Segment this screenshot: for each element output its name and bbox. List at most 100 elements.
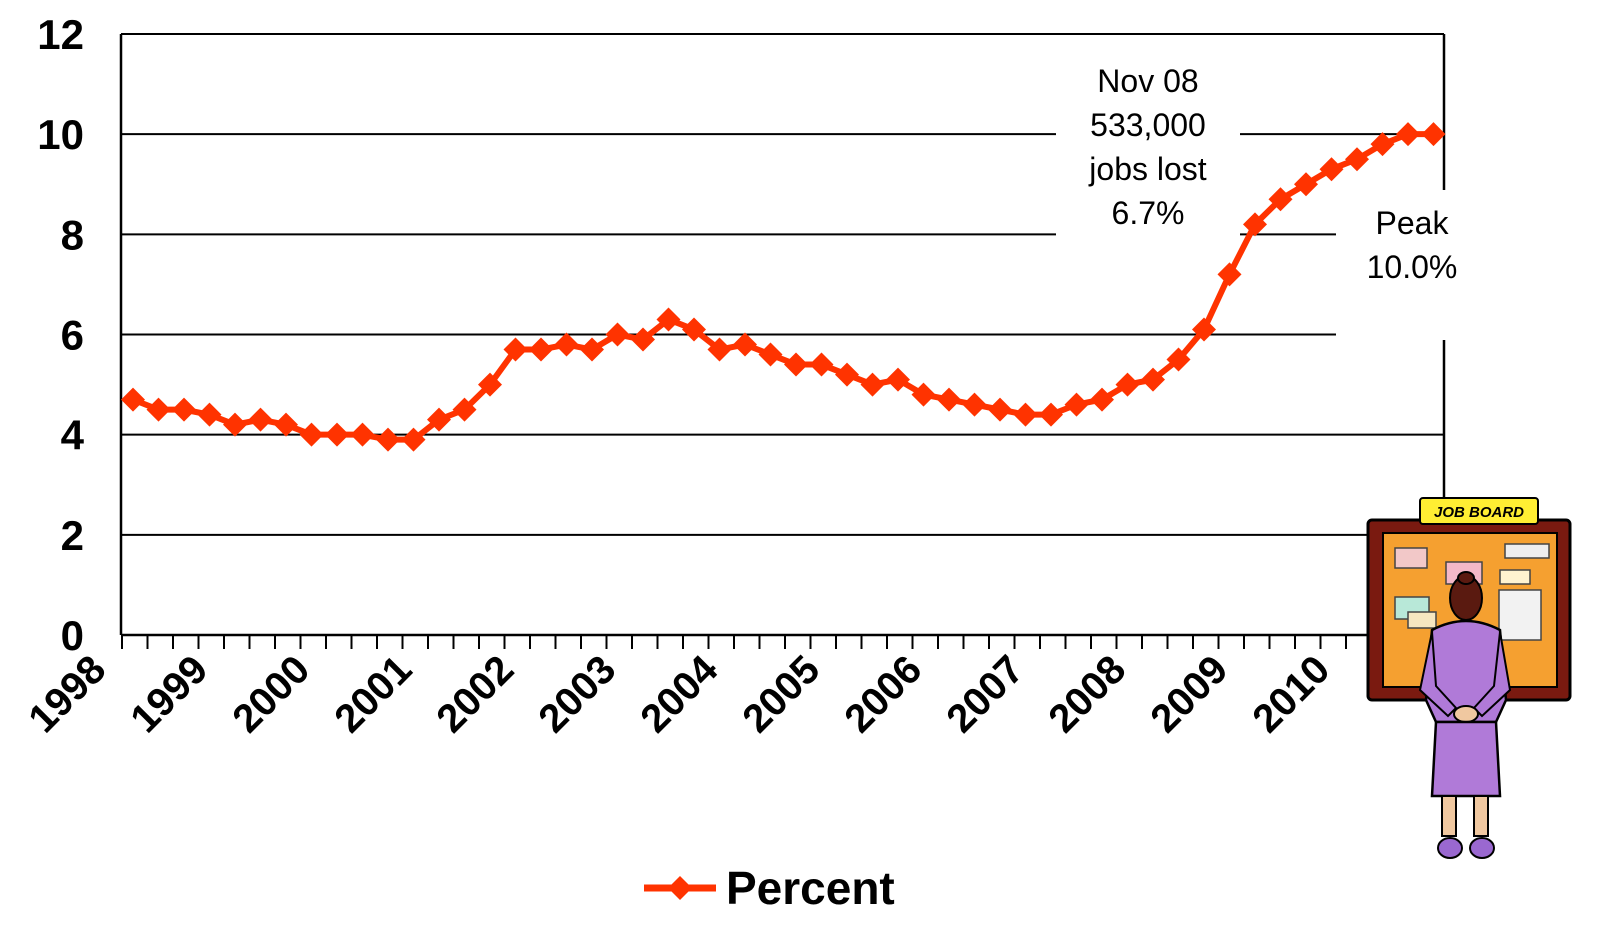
data-point: [860, 372, 885, 397]
data-point: [784, 352, 808, 377]
x-tick-label: 2010: [1244, 647, 1338, 741]
data-point: [452, 397, 477, 422]
board-sign-text: JOB BOARD: [1434, 504, 1524, 521]
x-tick-label: 2006: [836, 647, 930, 741]
note-paper: [1407, 611, 1437, 629]
data-point: [886, 367, 910, 392]
annotation-backdrop: [1336, 190, 1444, 340]
y-tick-label: 6: [61, 312, 84, 359]
job-board-woman-illustration: JOB BOARD: [1366, 497, 1572, 859]
woman-skirt: [1430, 720, 1502, 798]
data-point: [733, 332, 757, 357]
data-point: [1166, 347, 1191, 372]
woman-hair-bun: [1457, 571, 1475, 585]
data-point: [299, 422, 324, 447]
data-point: [1141, 367, 1165, 392]
data-point: [1319, 157, 1344, 182]
y-tick-labels: 0 2 4 6 8 10 12: [37, 11, 84, 659]
data-point: [1370, 132, 1395, 157]
gridlines: [121, 33, 1444, 536]
annotation-line: Peak: [1376, 205, 1450, 241]
y-tick-label: 12: [37, 11, 84, 58]
annotation-line: 6.7%: [1112, 195, 1185, 231]
data-point: [223, 412, 247, 437]
data-point: [911, 382, 936, 407]
data-point: [1064, 392, 1089, 417]
data-point: [1421, 122, 1446, 147]
legend: Percent: [644, 862, 895, 914]
x-tick-label: 1999: [122, 647, 216, 741]
woman-shoe: [1437, 837, 1463, 859]
axes: [119, 34, 1446, 637]
y-tick-label: 4: [61, 412, 85, 459]
x-tick-label: 2008: [1040, 647, 1134, 741]
data-point: [1294, 172, 1318, 197]
legend-marker: [668, 876, 692, 900]
data-point: [401, 427, 426, 452]
note-paper: [1499, 569, 1531, 585]
data-point: [1039, 402, 1063, 427]
data-point: [554, 332, 579, 357]
y-tick-label: 0: [61, 612, 84, 659]
x-tick-label: 2002: [428, 647, 522, 741]
note-paper: [1504, 543, 1550, 559]
x-tick-label: 2005: [734, 647, 828, 741]
data-point: [809, 352, 834, 377]
annotation-line: Nov 08: [1097, 63, 1198, 99]
y-tick-label: 8: [61, 211, 84, 258]
data-point: [350, 422, 375, 447]
x-tick-label: 2001: [326, 647, 420, 741]
woman-leg: [1473, 795, 1489, 837]
x-tick-label: 2009: [1142, 647, 1236, 741]
data-point: [758, 342, 783, 367]
woman-left-arm: [1418, 631, 1458, 718]
data-point: [529, 337, 553, 362]
data-point: [197, 402, 222, 427]
woman-hands: [1453, 705, 1479, 723]
data-point: [1115, 372, 1140, 397]
data-point: [146, 397, 171, 422]
annotation-peak: Peak 10.0%: [1367, 205, 1458, 285]
x-tick-label: 2007: [938, 647, 1032, 741]
data-point: [1268, 187, 1293, 212]
annotation-line: 533,000: [1090, 107, 1206, 143]
x-tick-label: 1998: [20, 647, 114, 741]
data-point: [1396, 122, 1420, 147]
x-tick-labels: 1998 1999 2000 2001 2002 2003 2004 2005 2006 2007…: [20, 647, 1338, 742]
data-point: [682, 317, 706, 342]
data-point: [707, 337, 732, 362]
data-point: [580, 337, 604, 362]
annotation-backdrop: [1056, 58, 1240, 238]
data-point: [478, 372, 502, 397]
note-paper: [1498, 589, 1542, 641]
woman-shoe: [1469, 837, 1495, 859]
x-tick-label: 2003: [530, 647, 624, 741]
x-ticks: [121, 635, 1424, 649]
note-paper: [1394, 547, 1428, 569]
data-point: [1345, 147, 1369, 172]
data-point: [503, 337, 528, 362]
annotation-line: jobs lost: [1088, 151, 1207, 187]
data-point: [427, 407, 451, 432]
y-tick-label: 2: [61, 512, 84, 559]
annotation-line: 10.0%: [1367, 249, 1458, 285]
annotation-nov08: Nov 08 533,000 jobs lost 6.7%: [1088, 63, 1207, 231]
data-point: [325, 422, 349, 447]
data-point: [1243, 212, 1267, 237]
series-percent: [121, 122, 1446, 452]
data-point: [1090, 387, 1114, 412]
data-point: [376, 427, 400, 452]
board-sign: [1419, 497, 1539, 525]
data-point: [988, 397, 1012, 422]
data-point: [937, 387, 961, 412]
data-point: [605, 322, 630, 347]
series-line-percent: [131, 131, 1434, 443]
data-point: [248, 407, 273, 432]
data-point: [172, 397, 196, 422]
data-point: [835, 362, 859, 387]
data-point: [274, 412, 298, 437]
data-point: [962, 392, 987, 417]
legend-label: Percent: [726, 862, 895, 914]
data-point: [631, 327, 655, 352]
